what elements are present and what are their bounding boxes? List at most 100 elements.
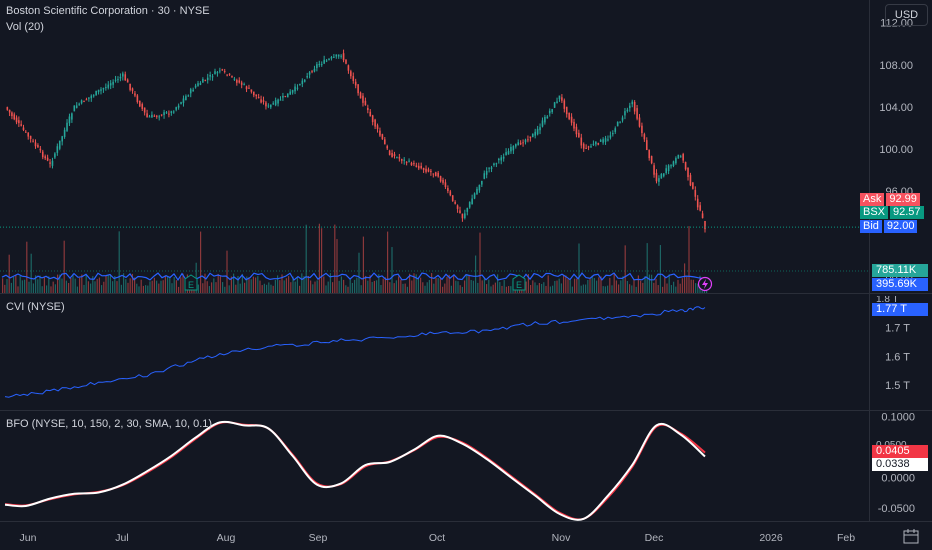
volume-bar — [598, 277, 600, 293]
volume-bar — [580, 285, 582, 293]
candle-body — [335, 54, 338, 57]
volume-bar — [587, 279, 589, 293]
last-label: BSX — [860, 206, 889, 219]
volume-bar — [662, 286, 664, 293]
volume-bar — [400, 279, 402, 293]
volume-bar — [444, 283, 446, 293]
volume-bar — [629, 284, 631, 293]
volume-bar — [670, 285, 672, 293]
candle-body — [534, 131, 536, 136]
candle-body — [114, 79, 117, 81]
volume-bar — [204, 273, 206, 293]
candle-body — [282, 95, 284, 98]
time-axis-tick: Feb — [837, 532, 855, 544]
volume-bar — [327, 281, 329, 293]
volume-bar — [206, 281, 208, 293]
candle-body — [13, 114, 16, 120]
candle-body — [272, 103, 275, 105]
candle-body — [437, 172, 439, 177]
volume-bar — [151, 280, 153, 293]
candle-body — [381, 134, 384, 140]
volume-bar — [123, 273, 125, 293]
candle-body — [481, 180, 483, 185]
candle-body — [189, 89, 192, 94]
volume-bar — [215, 282, 217, 293]
volume-bar — [316, 280, 318, 293]
candle-body — [269, 104, 272, 108]
candle-body — [182, 98, 185, 103]
volume-bar — [642, 282, 644, 293]
volume-bar — [607, 285, 609, 293]
volume-bar — [411, 280, 413, 293]
cvi-axis-tick: 1.5 T — [885, 380, 910, 392]
volume-bar — [618, 284, 620, 293]
candle-body — [468, 202, 471, 208]
lightning-glyph — [702, 279, 708, 289]
volume-bar — [695, 283, 697, 293]
volume-bar — [653, 282, 655, 293]
volume-bar — [483, 277, 485, 293]
candle-body — [294, 86, 296, 92]
volume-bar — [646, 243, 648, 293]
volume-bar — [257, 276, 259, 293]
volume-bar — [457, 281, 459, 293]
candle-body — [160, 114, 163, 116]
volume-bar — [620, 280, 622, 293]
volume-bar — [26, 241, 28, 293]
volume-bar — [571, 286, 573, 293]
volume-bar — [230, 276, 232, 293]
volume-bar — [461, 286, 463, 293]
cvi-current-tag: 1.77 T — [872, 303, 928, 316]
candle-body — [192, 89, 194, 92]
candle-body — [595, 141, 597, 145]
volume-bar — [233, 273, 235, 293]
volume-bar — [336, 239, 338, 293]
candle-body — [461, 213, 464, 219]
volume-bar — [549, 286, 551, 293]
candle-body — [391, 153, 393, 158]
volume-bar — [250, 279, 252, 293]
candle-body — [277, 99, 279, 104]
ask-value: 92.99 — [886, 193, 920, 206]
volume-bars — [2, 223, 708, 293]
volume-bar — [217, 273, 219, 293]
candle-body — [650, 156, 653, 164]
volume-bar — [362, 236, 364, 293]
candle-body — [257, 96, 260, 99]
volume-bar — [527, 274, 529, 293]
candle-body — [662, 173, 665, 177]
candle-body — [670, 165, 672, 167]
volume-bar — [373, 280, 375, 293]
candle-body — [536, 128, 539, 135]
candle-body — [209, 74, 211, 77]
candle-body — [384, 139, 386, 145]
volume-bar — [409, 273, 411, 293]
currency-button[interactable]: USD — [885, 4, 928, 26]
volume-bar — [626, 281, 628, 293]
candle-body — [352, 76, 355, 81]
volume-bar — [244, 282, 246, 293]
volume-bar — [569, 280, 571, 293]
candle-body — [364, 100, 367, 106]
candle-body — [466, 208, 469, 212]
time-axis-tick: Nov — [552, 532, 571, 544]
volume-bar — [453, 275, 455, 293]
candle-body — [126, 79, 129, 83]
candle-body — [155, 115, 158, 117]
candle-body — [22, 127, 25, 130]
volume-bar — [164, 276, 166, 293]
volume-bar — [475, 255, 477, 293]
volume-bar — [492, 284, 494, 293]
candle-body — [624, 111, 626, 116]
volume-bar — [72, 273, 74, 293]
candle-body — [18, 120, 20, 124]
volume-bar — [600, 276, 602, 293]
candle-body — [347, 65, 350, 71]
candle-body — [488, 167, 490, 169]
candle-body — [308, 72, 311, 75]
volume-bar — [556, 280, 558, 293]
volume-bar — [398, 276, 400, 293]
candle-body — [214, 71, 216, 75]
volume-bar — [422, 282, 424, 293]
